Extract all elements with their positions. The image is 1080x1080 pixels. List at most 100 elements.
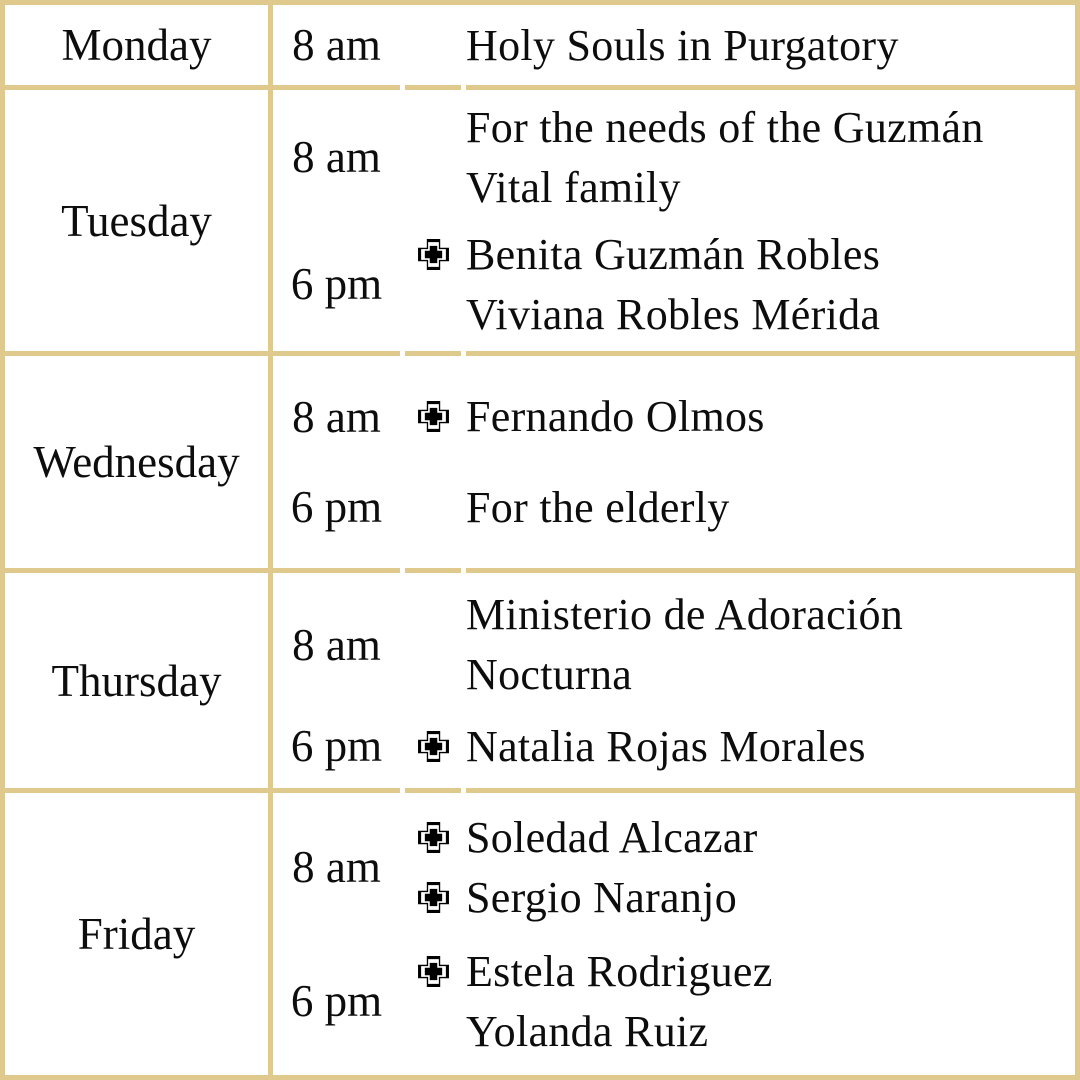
memorial-cross-icon	[417, 730, 449, 762]
intention-lines: Benita Guzmán Robles Viviana Robles Mérid…	[400, 224, 1075, 344]
row-separator	[5, 351, 1075, 356]
intention-lines: Natalia Rojas Morales	[400, 716, 1075, 776]
intention-text: Soledad Alcazar	[466, 812, 758, 862]
intention-line: Benita Guzmán Robles	[400, 224, 1075, 284]
intention-lines: For the elderly	[400, 477, 1075, 537]
intention-text: Holy Souls in Purgatory	[466, 20, 899, 70]
separator-gap	[461, 85, 466, 90]
mass-entry: 6 pm Estela Rodriguez Yolanda Ruiz	[273, 941, 1075, 1061]
day-label: Friday	[77, 909, 196, 959]
schedule-row-wednesday: Wednesday 8 am Fernando Olmos 6 pm For the e…	[5, 356, 1075, 568]
entries-cell: 8 am Ministerio de Adoración Nocturna 6 pm N…	[273, 573, 1075, 788]
row-separator	[5, 85, 1075, 90]
intention-line: Nocturna	[400, 645, 1075, 705]
day-cell: Wednesday	[5, 356, 273, 568]
intention-lines: Estela Rodriguez Yolanda Ruiz	[400, 941, 1075, 1061]
day-label: Tuesday	[61, 195, 212, 246]
entries-cell: 8 am Holy Souls in Purgatory	[273, 5, 1075, 85]
intention-text: For the needs of the Guzmán	[466, 102, 984, 152]
intention-line: Ministerio de Adoración	[400, 585, 1075, 645]
cross-slot	[400, 881, 466, 914]
intention-text: Estela Rodriguez	[466, 946, 773, 996]
day-label: Wednesday	[33, 437, 240, 487]
intention-text: Natalia Rojas Morales	[466, 721, 866, 771]
mass-entry: 8 am For the needs of the Guzmán Vital fam…	[273, 97, 1075, 217]
mass-entry: 8 am Fernando Olmos	[273, 387, 1075, 447]
intention-text: Sergio Naranjo	[466, 872, 737, 922]
schedule-row-monday: Monday 8 am Holy Souls in Purgatory	[5, 5, 1075, 85]
day-cell: Thursday	[5, 573, 273, 788]
intention-line: Natalia Rojas Morales	[400, 716, 1075, 776]
time-label: 6 pm	[290, 482, 383, 533]
mass-entry: 6 pm For the elderly	[273, 477, 1075, 537]
intention-line: For the elderly	[400, 477, 1075, 537]
separator-gap	[400, 788, 405, 793]
separator-gap	[400, 568, 405, 573]
schedule-row-tuesday: Tuesday 8 am For the needs of the Guzmán Vi…	[5, 90, 1075, 351]
mass-entry: 8 am Holy Souls in Purgatory	[273, 15, 1075, 75]
entries-cell: 8 am Fernando Olmos 6 pm For the elderly	[273, 356, 1075, 568]
mass-entry: 8 am Ministerio de Adoración Nocturna	[273, 585, 1075, 705]
time-label: 6 pm	[290, 259, 383, 309]
schedule-rows-container: Monday 8 am Holy Souls in Purgatory Tuesday…	[5, 5, 1075, 1075]
intention-lines: Soledad Alcazar Sergio Naranjo	[400, 807, 1075, 927]
cross-slot	[400, 238, 466, 271]
separator-gap	[461, 788, 466, 793]
memorial-cross-icon	[417, 401, 449, 433]
intention-text: Benita Guzmán Robles	[466, 229, 881, 279]
row-separator	[5, 568, 1075, 573]
cross-slot	[400, 955, 466, 988]
intention-text: Vital family	[466, 162, 681, 212]
row-separator	[5, 788, 1075, 793]
intention-line: For the needs of the Guzmán	[400, 97, 1075, 157]
separator-gap	[461, 568, 466, 573]
entries-cell: 8 am Soledad Alcazar Sergio Naranjo 6 pm Est…	[273, 793, 1075, 1075]
memorial-cross-icon	[417, 955, 449, 987]
separator-gap	[400, 351, 405, 356]
memorial-cross-icon	[417, 238, 449, 270]
intention-line: Sergio Naranjo	[400, 867, 1075, 927]
day-cell: Tuesday	[5, 90, 273, 351]
time-label: 8 am	[292, 20, 381, 70]
schedule-row-friday: Friday 8 am Soledad Alcazar Sergio Naranjo 6…	[5, 793, 1075, 1075]
intention-line: Vital family	[400, 157, 1075, 217]
intention-lines: Holy Souls in Purgatory	[400, 15, 1075, 75]
time-label: 8 am	[292, 619, 381, 670]
day-cell: Friday	[5, 793, 273, 1075]
mass-entry: 8 am Soledad Alcazar Sergio Naranjo	[273, 807, 1075, 927]
time-label: 6 pm	[290, 721, 383, 772]
cross-slot	[400, 730, 466, 763]
mass-entry: 6 pm Benita Guzmán Robles Viviana Robles M…	[273, 224, 1075, 344]
time-label: 6 pm	[290, 976, 383, 1026]
intention-text: Yolanda Ruiz	[466, 1006, 709, 1056]
intention-line: Fernando Olmos	[400, 387, 1075, 447]
cross-slot	[400, 400, 466, 433]
intention-line: Estela Rodriguez	[400, 941, 1075, 1001]
intention-text: Nocturna	[466, 650, 633, 700]
intention-line: Viviana Robles Mérida	[400, 284, 1075, 344]
time-label: 8 am	[292, 132, 381, 182]
day-label: Thursday	[51, 655, 222, 706]
intention-line: Holy Souls in Purgatory	[400, 15, 1075, 75]
entries-cell: 8 am For the needs of the Guzmán Vital fam…	[273, 90, 1075, 351]
time-label: 8 am	[292, 391, 381, 442]
day-label: Monday	[61, 20, 212, 70]
intention-text: For the elderly	[466, 482, 730, 532]
memorial-cross-icon	[417, 821, 449, 853]
intention-lines: Ministerio de Adoración Nocturna	[400, 585, 1075, 705]
day-cell: Monday	[5, 5, 273, 85]
separator-gap	[461, 351, 466, 356]
schedule-row-thursday: Thursday 8 am Ministerio de Adoración Noctu…	[5, 573, 1075, 788]
intention-lines: Fernando Olmos	[400, 387, 1075, 447]
mass-entry: 6 pm Natalia Rojas Morales	[273, 716, 1075, 776]
time-label: 8 am	[292, 842, 381, 892]
intention-line: Yolanda Ruiz	[400, 1001, 1075, 1061]
intention-text: Ministerio de Adoración	[466, 590, 904, 640]
intention-text: Fernando Olmos	[466, 392, 765, 442]
cross-slot	[400, 821, 466, 854]
memorial-cross-icon	[417, 881, 449, 913]
intention-lines: For the needs of the Guzmán Vital family	[400, 97, 1075, 217]
intention-line: Soledad Alcazar	[400, 807, 1075, 867]
separator-gap	[400, 85, 405, 90]
